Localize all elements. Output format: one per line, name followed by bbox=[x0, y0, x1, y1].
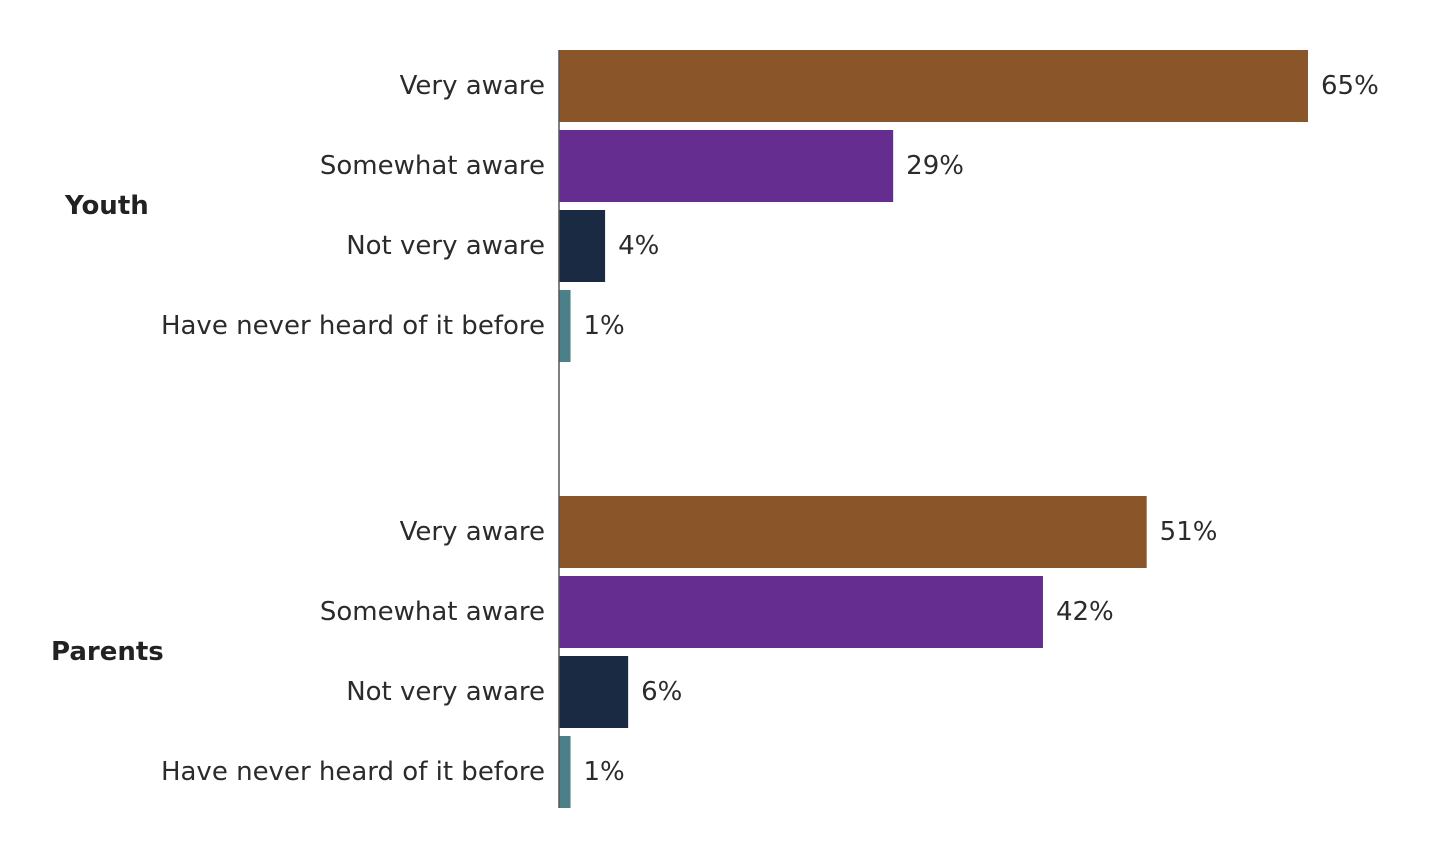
category-label-parents-4: Have never heard of it before bbox=[161, 757, 545, 787]
bar-parents-3 bbox=[559, 656, 629, 728]
value-label-youth-3: 4% bbox=[618, 231, 659, 261]
category-label-parents-1: Very aware bbox=[400, 517, 545, 547]
bar-parents-4 bbox=[559, 736, 571, 808]
group-label-parents: Parents bbox=[51, 637, 164, 667]
value-label-youth-4: 1% bbox=[584, 311, 625, 341]
value-label-parents-3: 6% bbox=[641, 677, 682, 707]
value-label-youth-2: 29% bbox=[906, 151, 964, 181]
category-label-youth-3: Not very aware bbox=[346, 231, 545, 261]
category-label-parents-2: Somewhat aware bbox=[320, 597, 545, 627]
category-label-youth-1: Very aware bbox=[400, 71, 545, 101]
bar-youth-1 bbox=[559, 50, 1308, 122]
group-label-youth: Youth bbox=[64, 191, 149, 221]
bar-youth-2 bbox=[559, 130, 894, 202]
category-label-youth-4: Have never heard of it before bbox=[161, 311, 545, 341]
value-label-parents-4: 1% bbox=[584, 757, 625, 787]
value-label-parents-1: 51% bbox=[1160, 517, 1218, 547]
bar-parents-1 bbox=[559, 496, 1147, 568]
category-label-parents-3: Not very aware bbox=[346, 677, 545, 707]
bar-parents-2 bbox=[559, 576, 1043, 648]
chart-marks: Very aware 65% Somewhat aware 29% Not very a… bbox=[51, 50, 1379, 808]
value-label-parents-2: 42% bbox=[1056, 597, 1114, 627]
bar-youth-3 bbox=[559, 210, 606, 282]
bar-youth-4 bbox=[559, 290, 571, 362]
category-label-youth-2: Somewhat aware bbox=[320, 151, 545, 181]
value-label-youth-1: 65% bbox=[1321, 71, 1379, 101]
